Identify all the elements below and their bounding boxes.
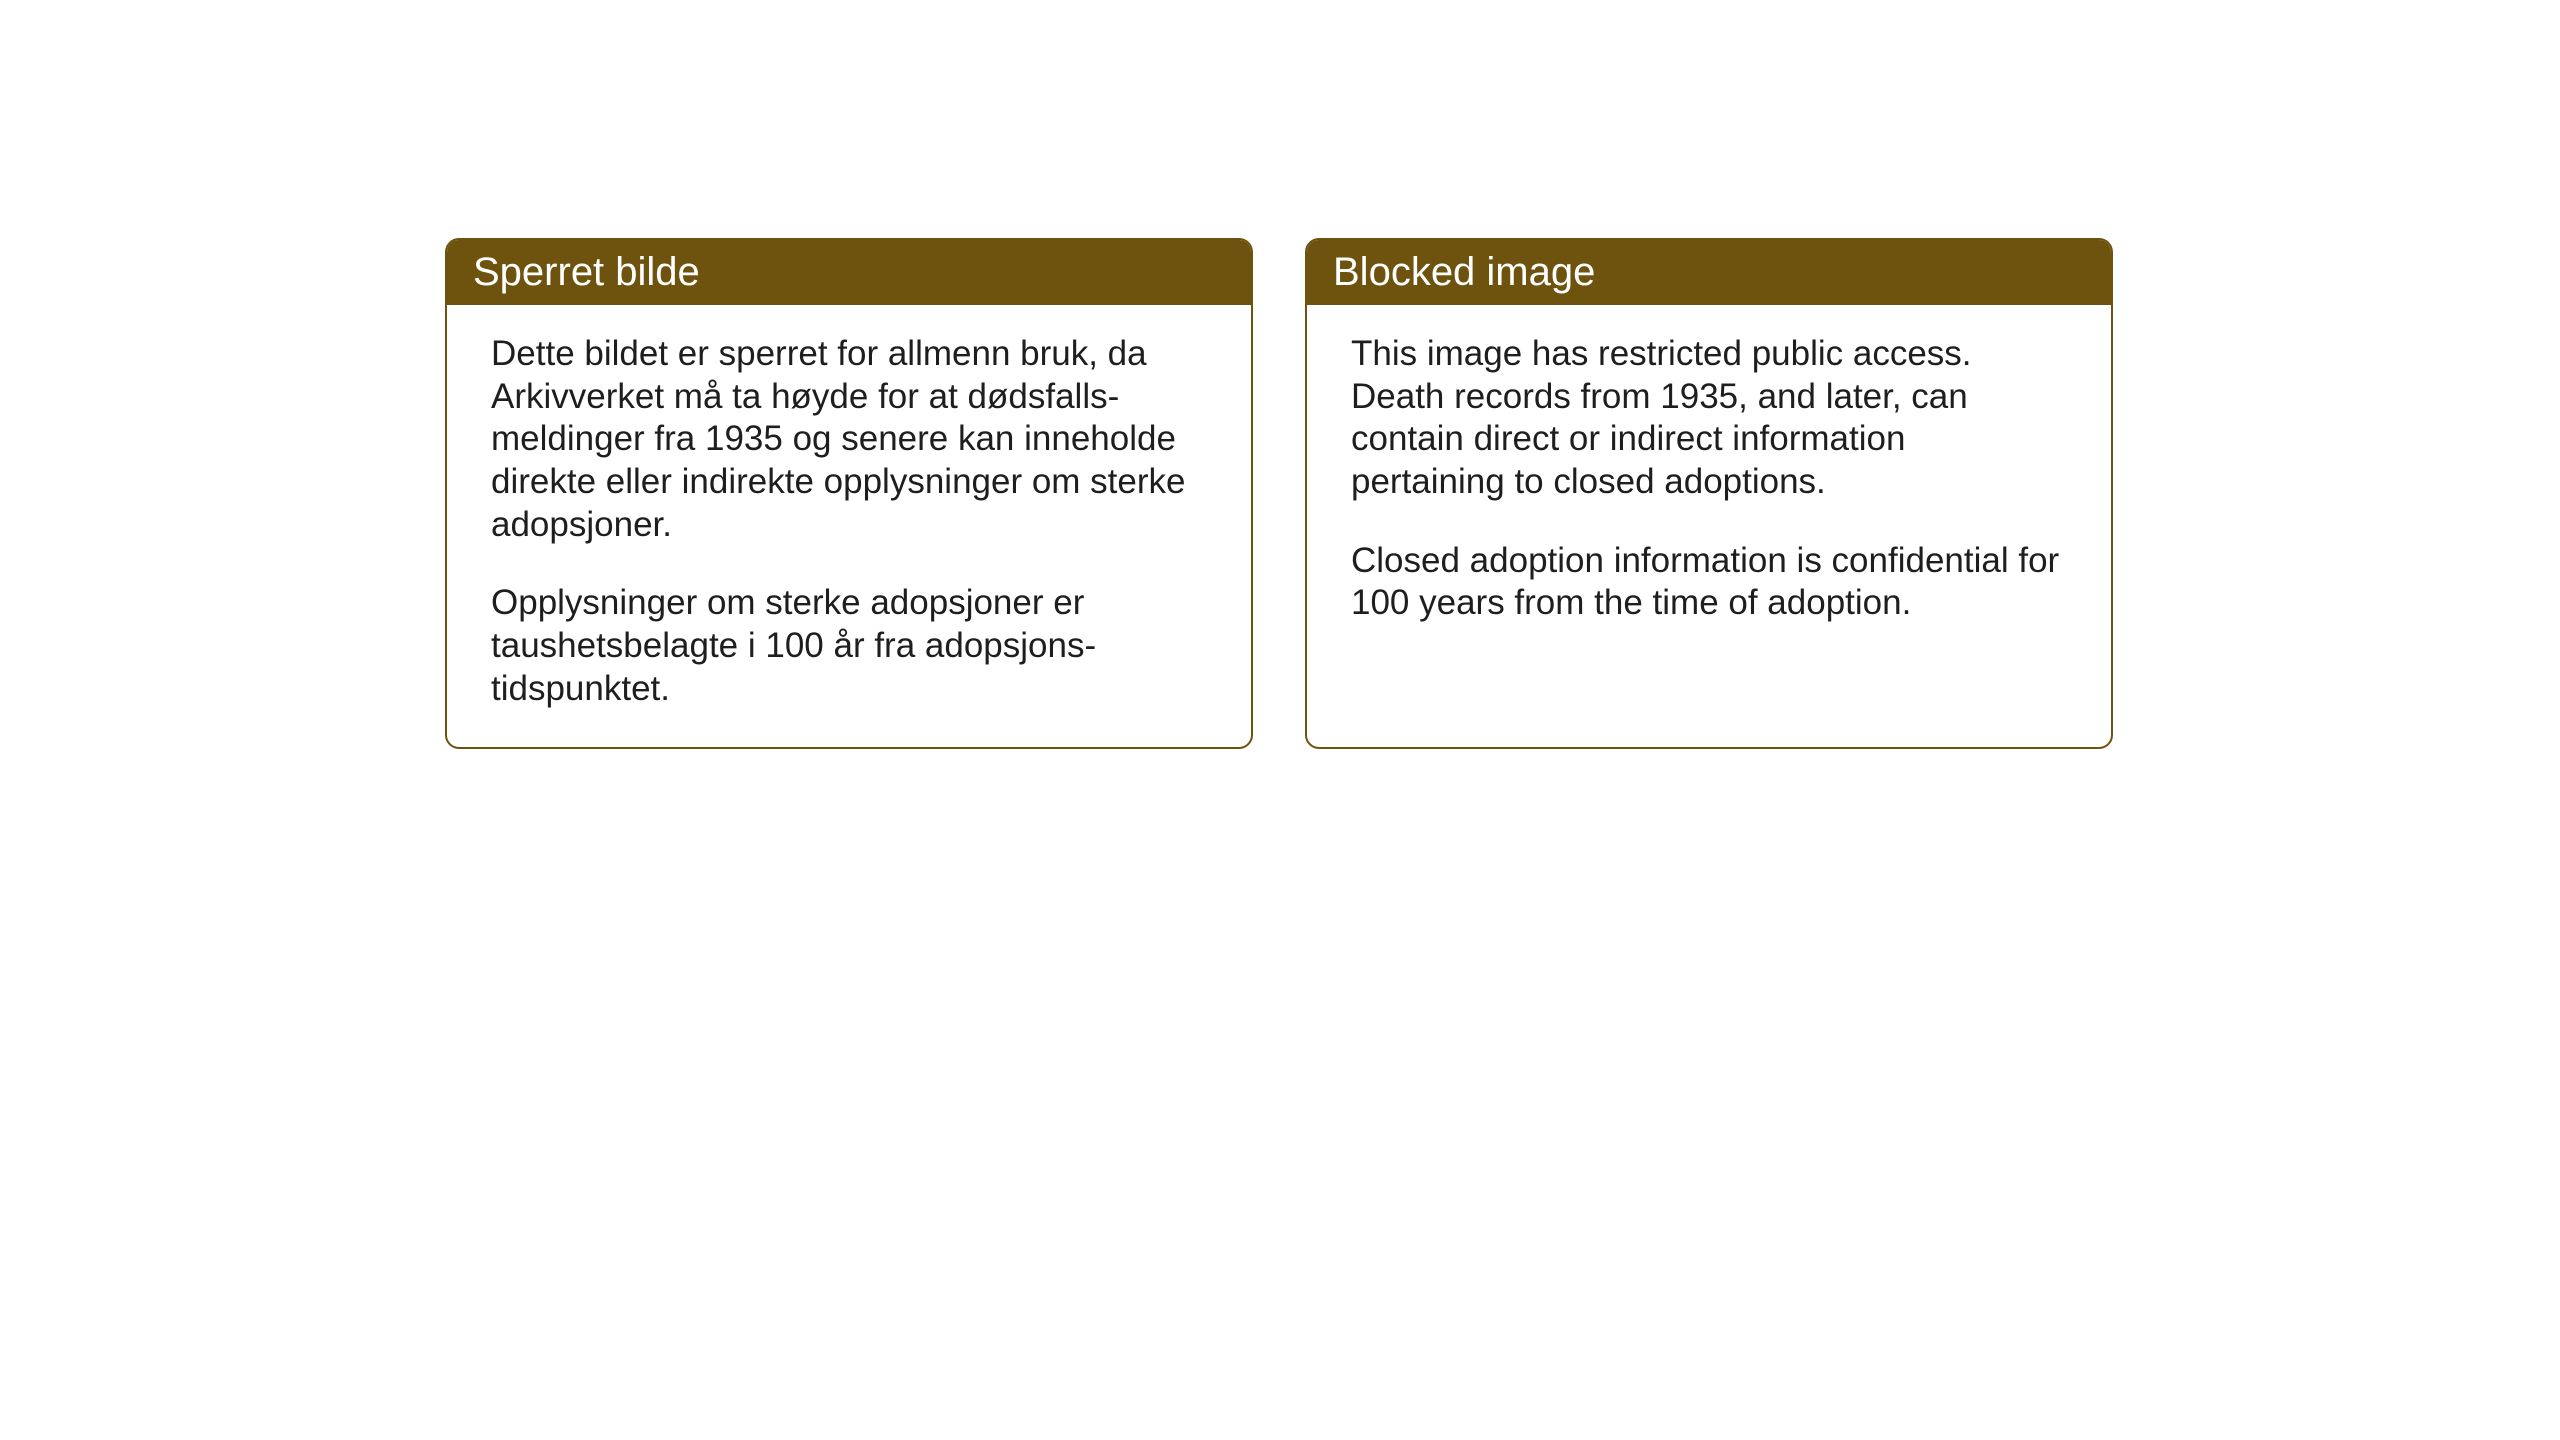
card-body: Dette bildet er sperret for allmenn bruk… — [447, 305, 1251, 747]
card-title: Sperret bilde — [473, 250, 700, 294]
card-paragraph-1: This image has restricted public access.… — [1351, 333, 2067, 504]
card-header: Sperret bilde — [447, 240, 1251, 305]
card-paragraph-2: Closed adoption information is confident… — [1351, 540, 2067, 625]
card-header: Blocked image — [1307, 240, 2111, 305]
notice-card-norwegian: Sperret bilde Dette bildet er sperret fo… — [445, 238, 1253, 749]
card-title: Blocked image — [1333, 250, 1595, 294]
notice-container: Sperret bilde Dette bildet er sperret fo… — [445, 238, 2113, 749]
notice-card-english: Blocked image This image has restricted … — [1305, 238, 2113, 749]
card-paragraph-2: Opplysninger om sterke adopsjoner er tau… — [491, 582, 1207, 710]
card-body: This image has restricted public access.… — [1307, 305, 2111, 743]
card-paragraph-1: Dette bildet er sperret for allmenn bruk… — [491, 333, 1207, 546]
